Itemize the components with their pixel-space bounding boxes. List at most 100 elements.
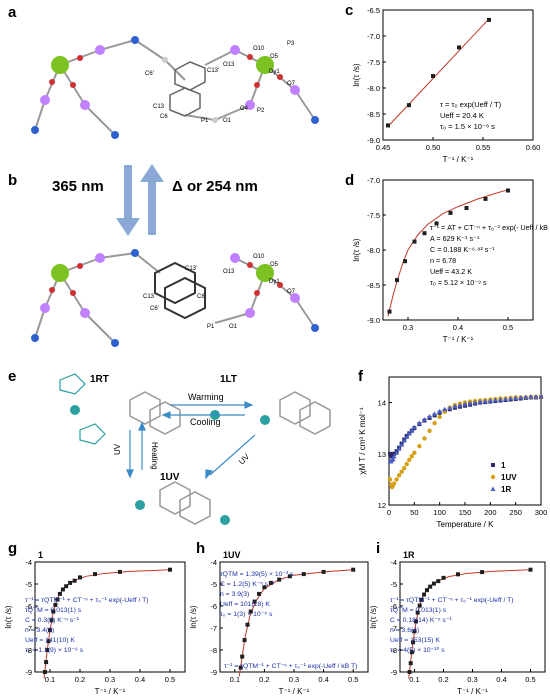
y-tick-label: -8 — [390, 646, 397, 655]
series-1r-point — [401, 437, 407, 443]
data-point — [78, 575, 82, 580]
atom-label: O10 — [253, 254, 265, 260]
fit-annotation: n = 6.78 — [430, 256, 456, 265]
panel-letter-h: h — [196, 540, 206, 557]
chart-d: 0.3 0.4 0.5 -7.0 -7.5 -8.0 -8.5 -9.0 T⁻¹ / K⁻¹ ln… — [352, 176, 550, 344]
y-tick-label: -6 — [210, 602, 217, 611]
fit-annotation: n = 3.4(3) — [25, 627, 54, 634]
fit-annotation: n = 3.9(3) — [220, 591, 249, 598]
series-1uv-point — [417, 443, 422, 449]
x-tick-label: 0.4 — [318, 675, 328, 684]
label-uv-left: UV — [113, 443, 122, 455]
series-1r-point — [497, 397, 503, 402]
series-1r-point — [477, 399, 483, 404]
y-tick-label: -8.5 — [367, 110, 380, 119]
y-tick-label: -7.5 — [367, 58, 380, 67]
series-1uv-point — [412, 450, 417, 455]
series-1r-point — [399, 442, 405, 447]
x-tick-label: 0.4 — [135, 675, 145, 684]
phase-scheme: 1RT 1LT 1UV Warming Cooling Heating UV U… — [59, 373, 331, 525]
y-axis-label: ln(τ /s) — [352, 238, 361, 261]
label-cooling: Cooling — [190, 417, 221, 427]
y-tick-label: -7.0 — [367, 176, 380, 185]
series-1r-point — [421, 416, 427, 422]
forward-arrow-label: 365 nm — [52, 178, 104, 195]
data-point — [407, 103, 411, 108]
x-axis-label: T⁻¹ / K⁻¹ — [443, 155, 474, 164]
x-tick-label: 0.5 — [348, 675, 358, 684]
data-point — [428, 584, 433, 589]
data-point — [277, 577, 282, 582]
series-1-point — [388, 451, 393, 456]
series-tag: 1 — [38, 550, 43, 560]
fit-annotation: τ₀ = 4(5) × 10⁻¹⁰ s — [390, 646, 445, 654]
atom-label: O10 — [253, 46, 265, 52]
data-point — [464, 206, 469, 210]
fit-annotation: τ⁻¹ = AT + CT⁻ⁿ + τ₀⁻¹ exp(- Ueff / kB T… — [430, 223, 550, 232]
panel-letter-g: g — [8, 540, 18, 557]
y-axis-label: χM T / cm³ K mol⁻¹ — [358, 407, 367, 475]
series-1r-point — [457, 402, 463, 408]
y-tick-label: -8.0 — [367, 84, 380, 93]
reaction-arrows — [116, 164, 164, 236]
data-point — [422, 592, 427, 597]
series-1uv-point — [402, 465, 407, 471]
x-tick-label: 0.5 — [165, 675, 175, 684]
molecule-structure-a: C6' C13' C13 C6 P1 O1 O4 P2 O7 O13 O10 O… — [31, 36, 319, 139]
atom-label: Dy1 — [269, 279, 280, 285]
fit-annotation: C = 0.3(2) K⁻ⁿ s⁻¹ — [25, 617, 80, 624]
x-tick-label: 250 — [509, 508, 522, 517]
series-1uv-point — [399, 469, 404, 474]
x-tick-label: 150 — [459, 508, 472, 517]
data-point — [51, 609, 56, 614]
series-1r-point — [427, 413, 433, 419]
chart-i: 0.1 0.2 0.3 0.4 0.5 -4 -5 -6 -7 -8 -9 T⁻¹ / K⁻¹ ln(τ… — [370, 550, 546, 696]
fit-annotation: Ueff = 101(18) K — [220, 601, 270, 608]
data-point — [434, 221, 439, 226]
data-point — [242, 638, 247, 643]
x-tick-label: 0.5 — [503, 323, 513, 332]
series-1uv-point — [394, 477, 399, 482]
series-1r-point — [462, 401, 468, 407]
data-point — [441, 575, 446, 580]
atom-label: O5 — [270, 262, 279, 268]
reverse-arrow-label: Δ or 254 nm — [172, 178, 258, 195]
data-point — [417, 603, 422, 608]
data-point — [64, 584, 69, 589]
series-1r-point — [518, 394, 524, 400]
atom-label: C6' — [150, 306, 159, 312]
x-tick-label: 0.2 — [438, 675, 448, 684]
data-point — [45, 648, 50, 652]
dy-atom-left — [51, 264, 69, 282]
series-1r-point — [416, 420, 422, 426]
up-arrow — [140, 164, 164, 235]
data-point — [257, 591, 262, 596]
legend-label: 1 — [501, 461, 506, 470]
data-point — [60, 587, 65, 592]
data-point — [252, 599, 257, 604]
series-1r-point — [409, 427, 415, 433]
down-arrow — [116, 165, 140, 236]
data-point — [424, 588, 429, 593]
fit-annotation: τ₀ = 5.12 × 10⁻⁹ s — [430, 278, 487, 287]
legend-marker-1r — [490, 486, 496, 491]
series-1uv-point — [407, 457, 412, 463]
fit-annotation: τ⁻¹ = τQTM⁻¹ + CT⁻ⁿ + τ₀⁻¹ exp(-Ueff / k… — [224, 663, 357, 670]
data-point — [117, 569, 122, 574]
y-tick-label: -4 — [25, 558, 32, 567]
x-tick-label: 200 — [484, 508, 497, 517]
y-tick-label: -6.5 — [367, 6, 380, 15]
data-point — [49, 618, 54, 623]
series-1r-point — [508, 396, 514, 401]
y-axis-label: ln(τ /s) — [370, 605, 378, 628]
data-point — [268, 580, 273, 585]
panel-letter-i: i — [376, 540, 381, 557]
fit-annotation: A = 629 K⁻¹ s⁻¹ — [430, 234, 480, 243]
atom-label: O1 — [229, 324, 238, 330]
fit-annotation: n = 3.6(4) — [390, 627, 419, 634]
data-point — [422, 231, 427, 236]
series-1uv-point — [396, 473, 402, 478]
data-point — [262, 585, 267, 590]
x-tick-label: 0.3 — [289, 675, 299, 684]
x-tick-label: 0.3 — [403, 323, 413, 332]
